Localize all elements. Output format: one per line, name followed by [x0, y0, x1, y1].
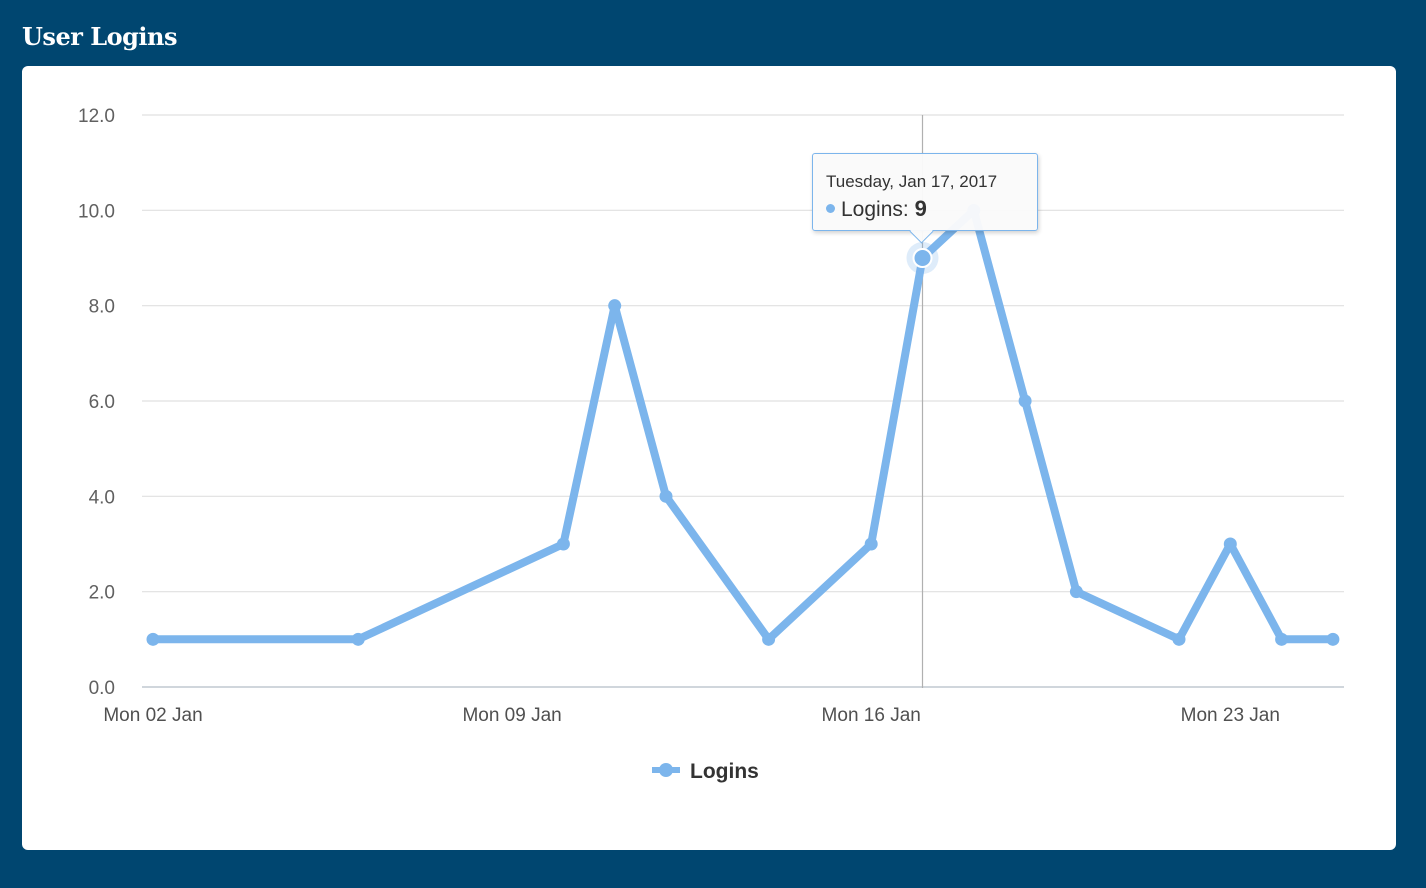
legend-label: Logins: [690, 760, 759, 783]
tooltip-value: 9: [914, 196, 927, 221]
data-point: [1326, 632, 1340, 646]
y-tick-label: 10.0: [78, 201, 115, 222]
chart-tooltip: Tuesday, Jan 17, 2017 Logins: 9: [812, 153, 1038, 244]
data-point: [1172, 632, 1186, 646]
y-tick-label: 12.0: [78, 106, 115, 127]
x-tick-label: Mon 16 Jan: [822, 705, 921, 726]
panel-title: User Logins: [22, 22, 177, 51]
hover-point: [912, 248, 933, 268]
y-tick-label: 8.0: [89, 297, 115, 318]
y-tick-label: 4.0: [89, 487, 115, 508]
x-tick-label: Mon 09 Jan: [462, 705, 561, 726]
data-point: [659, 489, 673, 503]
data-point: [762, 632, 776, 646]
x-tick-label: Mon 02 Jan: [103, 705, 202, 726]
data-point: [1275, 632, 1289, 646]
data-point: [608, 299, 622, 313]
legend-marker-icon: [659, 763, 673, 777]
data-point: [1223, 537, 1237, 551]
data-point: [146, 632, 160, 646]
tooltip-series-name: Logins: [841, 198, 903, 221]
data-point: [864, 537, 878, 551]
data-point: [1069, 585, 1083, 599]
data-point: [351, 632, 365, 646]
data-point: [556, 537, 570, 551]
series-dot-icon: [826, 203, 835, 213]
data-point: [1018, 394, 1032, 408]
y-tick-label: 6.0: [89, 392, 115, 413]
y-tick-label: 0.0: [89, 678, 115, 699]
tooltip-row: Logins: 9: [826, 196, 927, 222]
tooltip-date: Tuesday, Jan 17, 2017: [826, 172, 998, 191]
series-line-logins: [149, 206, 1337, 644]
chart-card: 0.0 2.0 4.0 6.0 8.0 10.0 12.0 Mon 02 Jan Mon 09 …: [22, 66, 1396, 850]
x-tick-label: Mon 23 Jan: [1181, 705, 1280, 726]
tooltip-separator: :: [902, 198, 909, 221]
y-tick-label: 2.0: [89, 583, 115, 604]
line-chart: 0.0 2.0 4.0 6.0 8.0 10.0 12.0 Mon 02 Jan Mon 09 …: [78, 106, 1344, 783]
